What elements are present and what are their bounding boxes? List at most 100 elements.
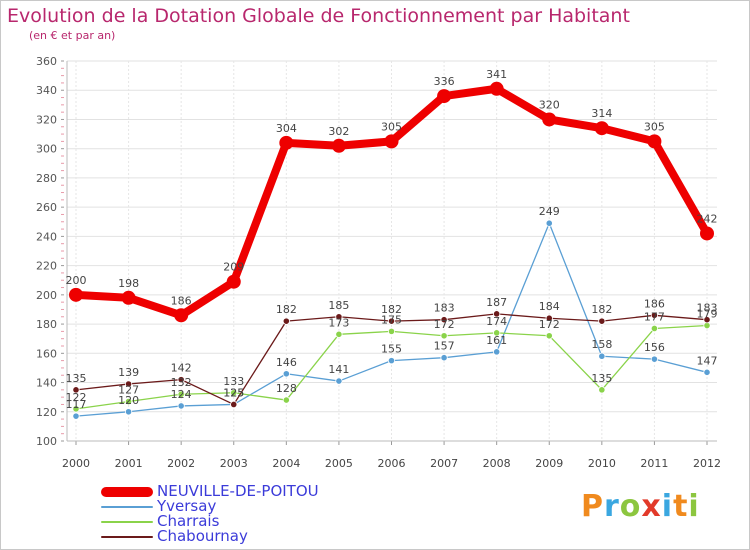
- data-point: [489, 81, 504, 96]
- data-point: [230, 400, 238, 409]
- data-label: 302: [328, 125, 349, 138]
- logo-letter: o: [619, 489, 642, 524]
- x-tick-label: 2005: [325, 457, 353, 470]
- data-label: 184: [539, 300, 560, 313]
- data-point: [703, 368, 711, 376]
- data-label: 185: [328, 299, 349, 312]
- data-label: 249: [539, 205, 560, 218]
- data-label: 242: [697, 212, 718, 225]
- data-label: 133: [223, 375, 244, 388]
- data-point: [440, 316, 448, 324]
- y-tick-label: 120: [36, 406, 57, 419]
- data-label: 336: [434, 75, 455, 88]
- x-tick-label: 2008: [483, 457, 511, 470]
- data-label: 161: [486, 334, 507, 347]
- data-point: [335, 377, 343, 385]
- data-label: 173: [328, 316, 349, 329]
- data-label: 320: [539, 98, 560, 111]
- data-point: [440, 354, 448, 362]
- data-point: [72, 405, 80, 413]
- y-tick-label: 140: [36, 377, 57, 390]
- x-tick-label: 2011: [640, 457, 668, 470]
- data-point: [282, 396, 290, 404]
- data-point: [72, 412, 80, 420]
- data-label: 117: [66, 398, 87, 411]
- x-tick-label: 2001: [115, 457, 143, 470]
- data-point: [387, 317, 396, 325]
- data-point: [545, 314, 553, 322]
- data-point: [69, 287, 83, 302]
- legend-item-yversay: Yversay: [101, 499, 319, 514]
- data-label: 341: [486, 68, 507, 81]
- y-tick-label: 180: [36, 318, 57, 331]
- x-tick-label: 2000: [62, 457, 90, 470]
- data-label: 187: [486, 296, 507, 309]
- data-point: [650, 311, 659, 319]
- y-tick-label: 260: [36, 201, 57, 214]
- legend-swatch: [101, 505, 153, 508]
- legend-swatch: [101, 535, 153, 538]
- data-label: 157: [434, 340, 455, 353]
- data-label: 304: [276, 122, 297, 135]
- data-point: [542, 112, 557, 127]
- x-tick-label: 2006: [378, 457, 406, 470]
- x-tick-label: 2004: [272, 457, 300, 470]
- data-label: 183: [434, 302, 455, 315]
- data-point: [700, 226, 714, 241]
- data-point: [174, 308, 189, 323]
- data-label: 179: [697, 308, 718, 321]
- data-label: 142: [171, 362, 192, 375]
- y-tick-label: 220: [36, 260, 57, 273]
- data-label: 146: [276, 356, 297, 369]
- data-point: [493, 310, 501, 318]
- logo-letter: i: [661, 489, 674, 524]
- data-point: [545, 332, 553, 340]
- data-point: [384, 134, 399, 149]
- data-point: [230, 389, 238, 397]
- x-tick-label: 2009: [535, 457, 563, 470]
- y-tick-label: 240: [36, 230, 57, 243]
- logo-letter: x: [641, 489, 662, 524]
- data-point: [440, 332, 448, 340]
- data-label: 305: [644, 120, 665, 133]
- data-label: 182: [591, 303, 612, 316]
- data-label: 127: [118, 384, 139, 397]
- data-label: 132: [171, 376, 192, 389]
- data-label: 172: [539, 318, 560, 331]
- data-point: [335, 330, 343, 338]
- data-label: 135: [591, 372, 612, 385]
- data-point: [177, 390, 185, 398]
- data-point: [650, 324, 659, 333]
- data-point: [703, 321, 711, 330]
- y-tick-label: 300: [36, 143, 57, 156]
- x-tick-label: 2012: [693, 457, 721, 470]
- logo-letter: i: [688, 489, 700, 524]
- data-point: [545, 219, 553, 227]
- data-label: 183: [697, 302, 718, 315]
- data-point: [493, 329, 501, 337]
- legend: NEUVILLE-DE-POITOU Yversay Charrais Chab…: [101, 484, 319, 544]
- x-tick-label: 2010: [588, 457, 616, 470]
- y-tick-label: 160: [36, 347, 57, 360]
- legend-label: Yversay: [157, 497, 217, 515]
- data-label: 128: [276, 382, 297, 395]
- data-label: 186: [171, 294, 192, 307]
- data-point: [598, 352, 606, 360]
- data-point: [124, 397, 133, 406]
- data-label: 125: [223, 386, 244, 399]
- legend-label: Chabournay: [157, 527, 248, 545]
- data-label: 120: [118, 394, 139, 407]
- data-point: [177, 402, 185, 410]
- x-tick-label: 2007: [430, 457, 458, 470]
- data-point: [703, 316, 711, 324]
- chart-subtitle: (en € et par an): [29, 29, 116, 42]
- data-point: [437, 89, 452, 104]
- y-tick-label: 100: [36, 435, 57, 448]
- legend-swatch: [101, 486, 153, 497]
- data-point: [335, 313, 343, 321]
- data-label: 125: [223, 386, 244, 399]
- data-label: 305: [381, 120, 402, 133]
- data-point: [124, 408, 133, 416]
